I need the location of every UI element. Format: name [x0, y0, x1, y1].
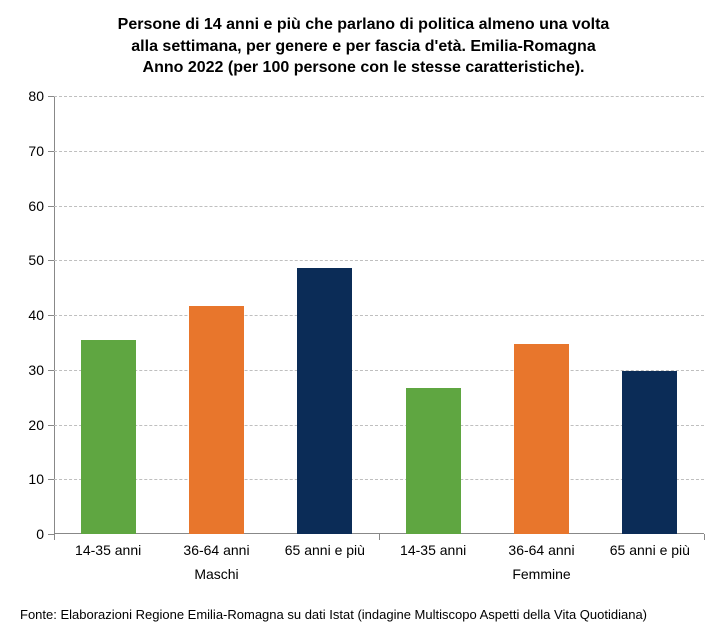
bar — [514, 344, 569, 534]
group-label: Maschi — [194, 534, 238, 582]
bar — [622, 371, 677, 534]
bar — [189, 306, 244, 534]
grid-line — [54, 206, 704, 207]
chart-title-line-2: alla settimana, per genere e per fascia … — [131, 38, 595, 55]
x-tick-mark — [704, 534, 705, 540]
group-label: Femmine — [512, 534, 570, 582]
chart-container: Persone di 14 anni e più che parlano di … — [0, 0, 727, 632]
category-label: 65 anni e più — [285, 534, 365, 558]
y-tick-label: 30 — [28, 362, 54, 378]
chart-title-line-3: Anno 2022 (per 100 persone con le stesse… — [143, 59, 585, 76]
category-label: 14-35 anni — [75, 534, 141, 558]
grid-line — [54, 425, 704, 426]
grid-line — [54, 315, 704, 316]
grid-line — [54, 479, 704, 480]
grid-line — [54, 151, 704, 152]
chart-source: Fonte: Elaborazioni Regione Emilia-Romag… — [20, 607, 710, 622]
plot-area: 0102030405060708014-35 anni36-64 anni65 … — [54, 96, 704, 534]
y-tick-label: 50 — [28, 252, 54, 268]
bar — [406, 388, 461, 534]
category-label: 14-35 anni — [400, 534, 466, 558]
x-tick-mark — [379, 534, 380, 540]
y-tick-label: 70 — [28, 143, 54, 159]
y-tick-label: 60 — [28, 198, 54, 214]
y-tick-label: 0 — [36, 526, 54, 542]
x-tick-mark — [54, 534, 55, 540]
grid-line — [54, 370, 704, 371]
y-tick-label: 10 — [28, 471, 54, 487]
grid-line — [54, 96, 704, 97]
y-tick-label: 80 — [28, 88, 54, 104]
chart-title-line-1: Persone di 14 anni e più che parlano di … — [118, 16, 610, 33]
y-tick-label: 40 — [28, 307, 54, 323]
chart-title: Persone di 14 anni e più che parlano di … — [0, 14, 727, 79]
grid-line — [54, 260, 704, 261]
bar — [297, 268, 352, 534]
y-tick-label: 20 — [28, 417, 54, 433]
category-label: 65 anni e più — [610, 534, 690, 558]
bar — [81, 340, 136, 534]
